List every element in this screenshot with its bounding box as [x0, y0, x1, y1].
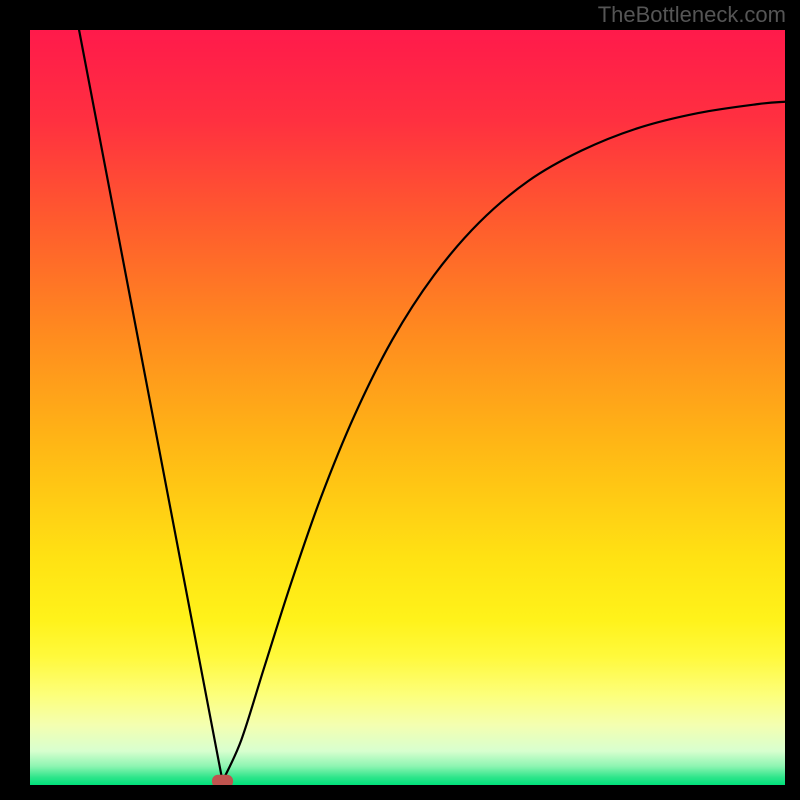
frame-bottom: [0, 785, 800, 800]
chart-container: TheBottleneck.com: [0, 0, 800, 800]
frame-right: [785, 0, 800, 800]
watermark-text: TheBottleneck.com: [598, 2, 786, 28]
frame-left: [0, 0, 30, 800]
bottleneck-chart: [30, 30, 785, 785]
optimal-point-marker: [212, 775, 233, 785]
gradient-background: [30, 30, 785, 785]
